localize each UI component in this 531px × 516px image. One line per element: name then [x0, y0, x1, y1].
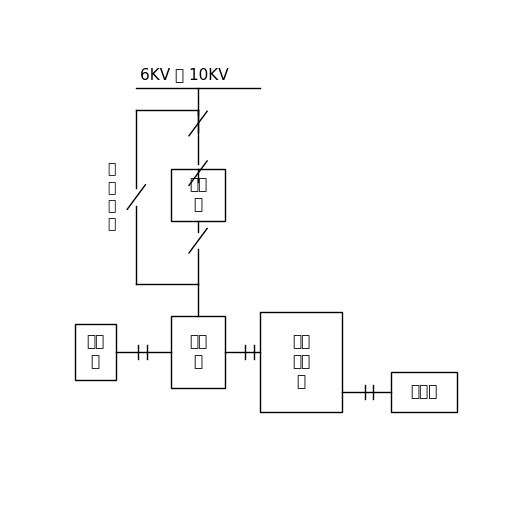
Bar: [391, 372, 457, 412]
Text: 变频
器: 变频 器: [189, 178, 207, 213]
Text: 电动
机: 电动 机: [189, 334, 207, 369]
Bar: [172, 169, 225, 221]
Text: 液力
耦合
器: 液力 耦合 器: [292, 334, 310, 389]
Text: 工
频
旁
路: 工 频 旁 路: [107, 163, 116, 232]
Text: 前置
泵: 前置 泵: [86, 334, 104, 369]
Text: 6KV 或 10KV: 6KV 或 10KV: [140, 67, 229, 82]
Text: 给水泵: 给水泵: [410, 384, 438, 399]
Bar: [172, 316, 225, 388]
Bar: [74, 324, 116, 380]
Bar: [260, 312, 342, 412]
